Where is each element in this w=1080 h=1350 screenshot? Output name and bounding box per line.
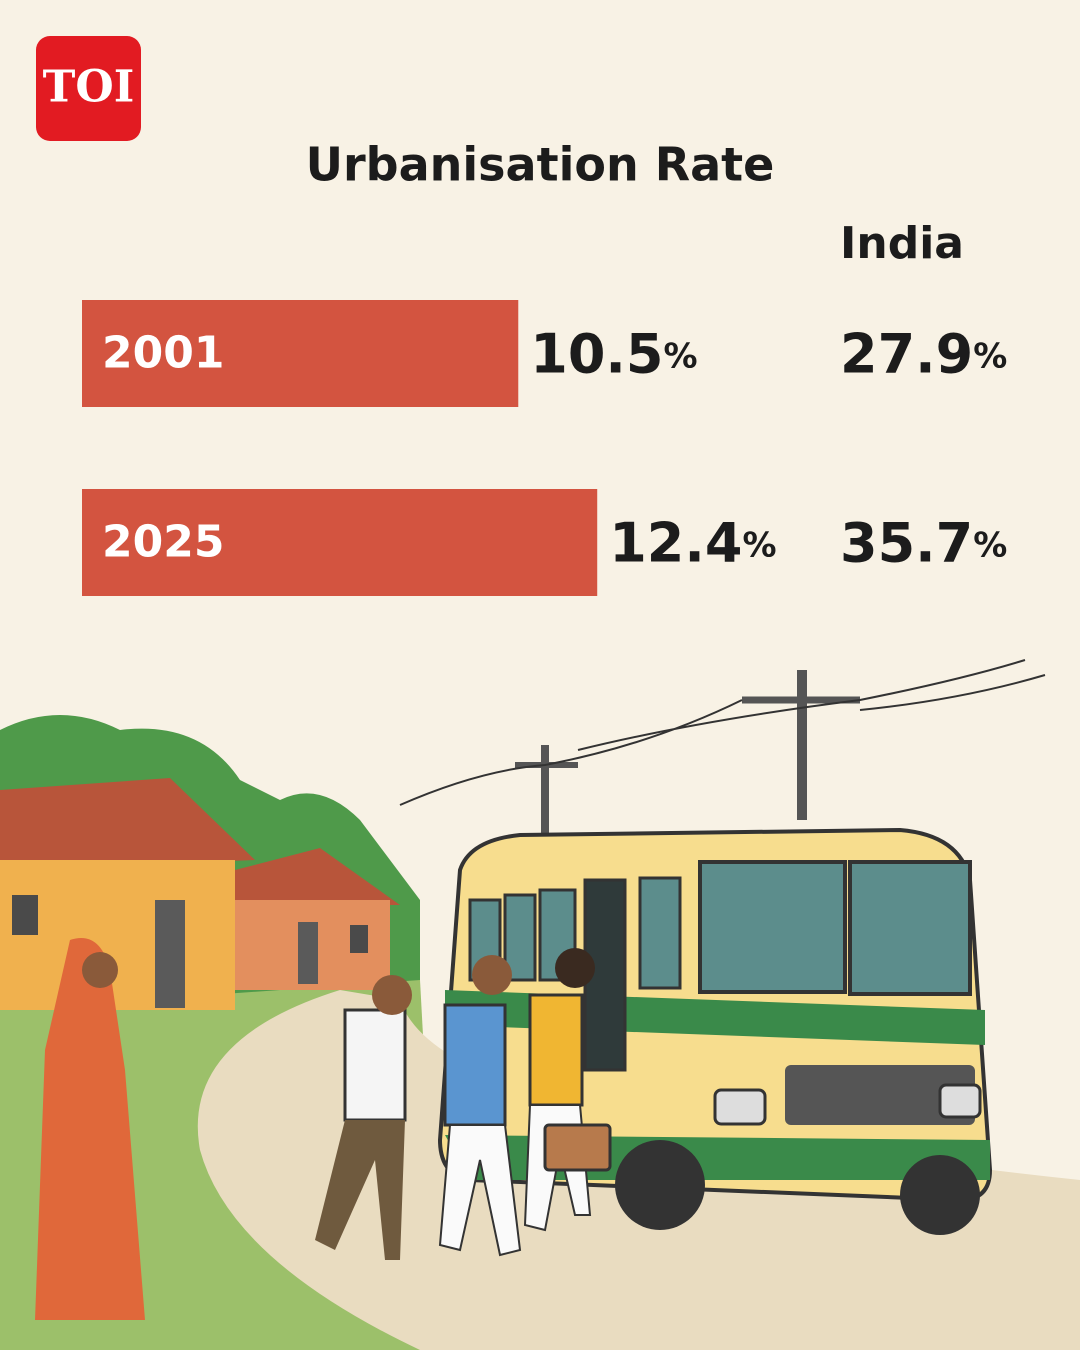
chart-title: Urbanisation Rate	[306, 138, 775, 192]
comparison-value: 35.7%	[840, 511, 1007, 574]
category-label: 2025	[102, 517, 224, 568]
comparison-header: India	[840, 218, 964, 269]
logo: TOI	[43, 62, 135, 113]
bar	[82, 489, 598, 596]
bar	[82, 300, 519, 407]
comparison-value: 27.9%	[840, 322, 1007, 385]
logo-badge	[36, 36, 141, 141]
category-label: 2001	[102, 328, 224, 379]
value-label: 12.4%	[609, 511, 776, 574]
value-label: 10.5%	[530, 322, 697, 385]
illustration	[0, 659, 1080, 1350]
